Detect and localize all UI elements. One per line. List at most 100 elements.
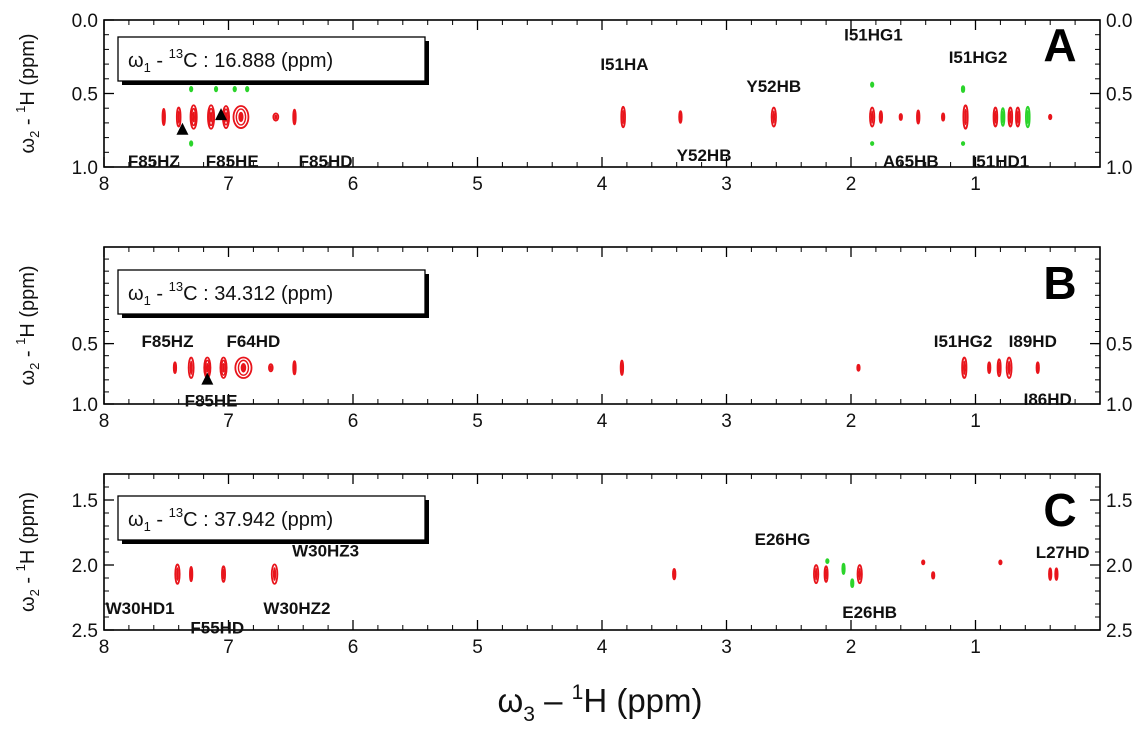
peak-contour bbox=[1048, 567, 1053, 581]
peak-label: Y52HB bbox=[746, 77, 801, 96]
peak-label: F85HZ bbox=[128, 152, 180, 171]
peak-contour bbox=[1007, 106, 1014, 128]
x-tick-label: 8 bbox=[99, 174, 110, 195]
y-tick-label-left: 2.5 bbox=[72, 621, 98, 642]
x-axis-label: ω3 – 1H (ppm) bbox=[497, 681, 702, 726]
peak-contour bbox=[869, 106, 876, 128]
carbon-shift-label: ω1 - 13C : 34.312 (ppm) bbox=[128, 279, 333, 308]
x-tick-label: 4 bbox=[597, 411, 608, 432]
x-tick-label: 2 bbox=[846, 174, 857, 195]
y-tick-label-right: 2.5 bbox=[1106, 621, 1132, 642]
peak-contour bbox=[292, 360, 297, 376]
peak-contour bbox=[232, 85, 237, 93]
y-tick-label-left: 2.0 bbox=[72, 556, 98, 577]
carbon-shift-box: ω1 - 13C : 37.942 (ppm) bbox=[117, 495, 429, 544]
carbon-shift-label: ω1 - 13C : 37.942 (ppm) bbox=[128, 505, 333, 534]
peak-contour bbox=[189, 140, 194, 147]
peak-contour bbox=[172, 361, 178, 375]
x-tick-label: 3 bbox=[721, 174, 732, 195]
y-tick-label-left: 1.0 bbox=[72, 158, 98, 179]
y-tick-label-left: 0.5 bbox=[72, 335, 98, 356]
peak-label: W30HD1 bbox=[106, 599, 175, 618]
x-tick-label: 1 bbox=[970, 637, 981, 658]
peak-contour bbox=[1000, 107, 1006, 127]
x-tick-label: 8 bbox=[99, 411, 110, 432]
x-tick-label: 3 bbox=[721, 411, 732, 432]
x-tick-label: 5 bbox=[472, 411, 483, 432]
peak-contour bbox=[207, 104, 216, 130]
peak-label: F85HZ bbox=[142, 332, 194, 351]
x-tick-label: 5 bbox=[472, 637, 483, 658]
x-tick-label: 2 bbox=[846, 411, 857, 432]
y-tick-label-left: 1.0 bbox=[72, 395, 98, 416]
peak-label: I51HG2 bbox=[934, 332, 993, 351]
x-tick-label: 4 bbox=[597, 637, 608, 658]
peak-label: W30HZ2 bbox=[263, 599, 330, 618]
peak-contour bbox=[870, 141, 875, 146]
x-tick-label: 6 bbox=[348, 411, 359, 432]
peak-contour bbox=[245, 85, 250, 93]
carbon-shift-box: ω1 - 13C : 16.888 (ppm) bbox=[117, 36, 429, 85]
peak-label: L27HD bbox=[1036, 543, 1090, 562]
peak-contour bbox=[850, 578, 855, 588]
peak-contour bbox=[221, 565, 226, 583]
panel-b: 8 7 6 5 4 3 2 1 0.5 0.5 1.0 1.0 F85HZ F64HD F85HE I51HG… bbox=[72, 246, 1132, 432]
peak-contour bbox=[962, 104, 969, 130]
peak-contour bbox=[856, 363, 861, 372]
peak-contour bbox=[1054, 567, 1059, 581]
peak-label: I51HA bbox=[600, 55, 648, 74]
panel-letter: C bbox=[1043, 484, 1076, 536]
peak-label: I86HD bbox=[1024, 390, 1072, 409]
peak-contour bbox=[189, 85, 194, 93]
panel-c: 8 7 6 5 4 3 2 1 1.5 1.5 2.0 2.0 2.5 2.5 W30HZ3 W30HD1 W3… bbox=[72, 473, 1132, 658]
peak-contour bbox=[823, 565, 829, 583]
peak-contour bbox=[856, 564, 863, 585]
peak-contour bbox=[619, 359, 625, 376]
peak-contour bbox=[996, 358, 1002, 378]
y-tick-label-right: 2.0 bbox=[1106, 556, 1132, 577]
carbon-shift-label: ω1 - 13C : 16.888 (ppm) bbox=[128, 46, 333, 75]
y-tick-label-left: 1.5 bbox=[72, 491, 98, 512]
peak-contour bbox=[898, 113, 903, 121]
arrow-up-icon bbox=[176, 122, 189, 135]
peak-contour bbox=[213, 85, 219, 93]
y-tick-label-right: 0.5 bbox=[1106, 335, 1132, 356]
peak-contour bbox=[678, 110, 683, 124]
peak-contour bbox=[219, 356, 228, 379]
peak-contour bbox=[878, 110, 884, 124]
peak-contour bbox=[272, 112, 280, 122]
peak-contour bbox=[841, 562, 846, 576]
peak-label: F64HD bbox=[226, 332, 280, 351]
x-tick-label: 1 bbox=[970, 411, 981, 432]
peak-label: E26HG bbox=[755, 530, 811, 549]
peak-label: I51HG2 bbox=[949, 48, 1008, 67]
y-tick-label-right: 0.5 bbox=[1106, 85, 1132, 106]
peak-label: I51HG1 bbox=[844, 26, 903, 45]
x-tick-label: 1 bbox=[970, 174, 981, 195]
y-tick-label-right: 0.0 bbox=[1106, 11, 1132, 32]
peak-label: Y52HB bbox=[677, 146, 732, 165]
x-axis-title: ω3 – 1H (ppm) bbox=[497, 681, 702, 726]
peak-label: A65HB bbox=[883, 152, 939, 171]
peak-contour bbox=[232, 105, 250, 129]
peak-contour bbox=[187, 356, 195, 379]
peak-contour bbox=[189, 566, 194, 583]
x-tick-label: 2 bbox=[846, 637, 857, 658]
peak-label: E26HB bbox=[842, 603, 897, 622]
peak-contour bbox=[992, 106, 999, 128]
x-tick-label: 6 bbox=[348, 174, 359, 195]
peak-contour bbox=[998, 559, 1003, 566]
x-tick-label: 5 bbox=[472, 174, 483, 195]
peak-label: F85HD bbox=[299, 152, 353, 171]
x-tick-label: 3 bbox=[721, 637, 732, 658]
peak-label: F85HE bbox=[206, 152, 259, 171]
peak-label: F85HE bbox=[185, 391, 238, 410]
peak-contour bbox=[825, 558, 830, 564]
x-tick-label: 8 bbox=[99, 637, 110, 658]
x-tick-label: 6 bbox=[348, 637, 359, 658]
peak-contour bbox=[987, 361, 992, 375]
panel-letter: A bbox=[1043, 19, 1076, 71]
y-axis-label: ω2 - 1H (ppm) bbox=[13, 492, 42, 612]
peak-contour bbox=[672, 567, 677, 581]
x-tick-label: 7 bbox=[223, 174, 234, 195]
